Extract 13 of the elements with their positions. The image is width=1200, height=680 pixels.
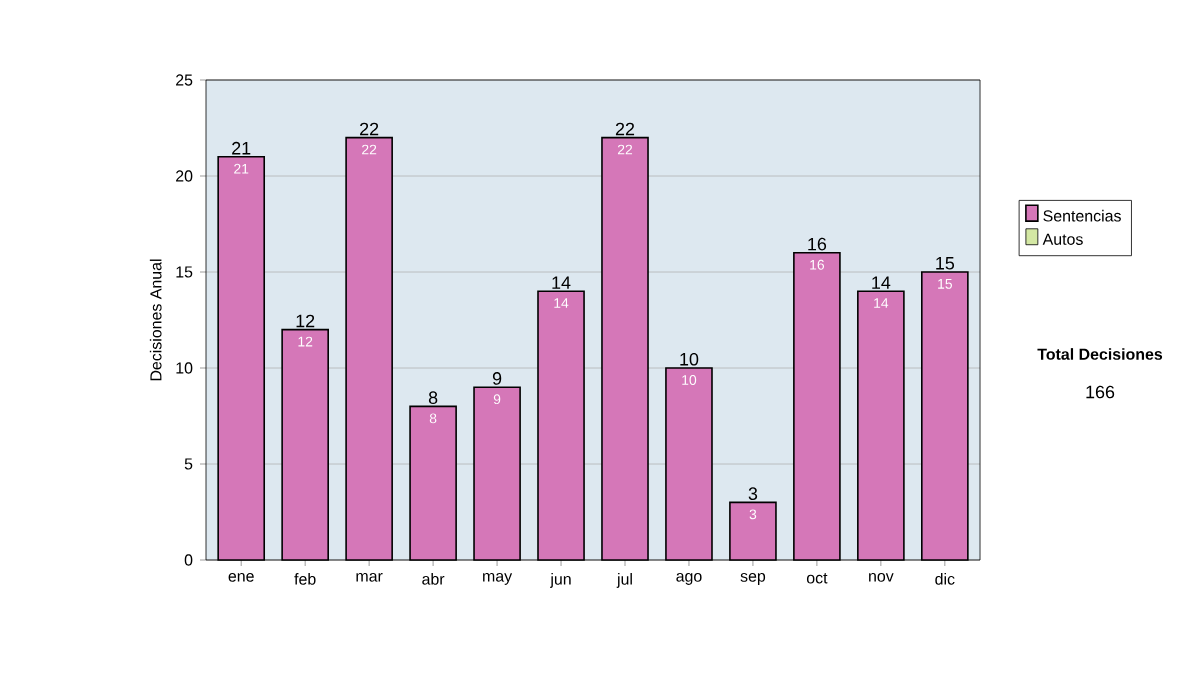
total-label: 22 bbox=[360, 122, 379, 136]
total-label: 3 bbox=[748, 487, 758, 501]
total-label: 22 bbox=[615, 122, 635, 136]
total-label: 8 bbox=[428, 391, 438, 405]
total-label: 10 bbox=[680, 352, 699, 366]
total-label: 12 bbox=[296, 314, 315, 328]
text: 166 bbox=[1086, 385, 1115, 399]
total-label: 15 bbox=[936, 257, 955, 270]
total-label: 14 bbox=[872, 276, 891, 289]
total-label: 9 bbox=[492, 372, 502, 385]
total-label: 14 bbox=[552, 276, 571, 289]
total-label: 16 bbox=[808, 237, 827, 251]
total-label: 21 bbox=[232, 141, 251, 155]
